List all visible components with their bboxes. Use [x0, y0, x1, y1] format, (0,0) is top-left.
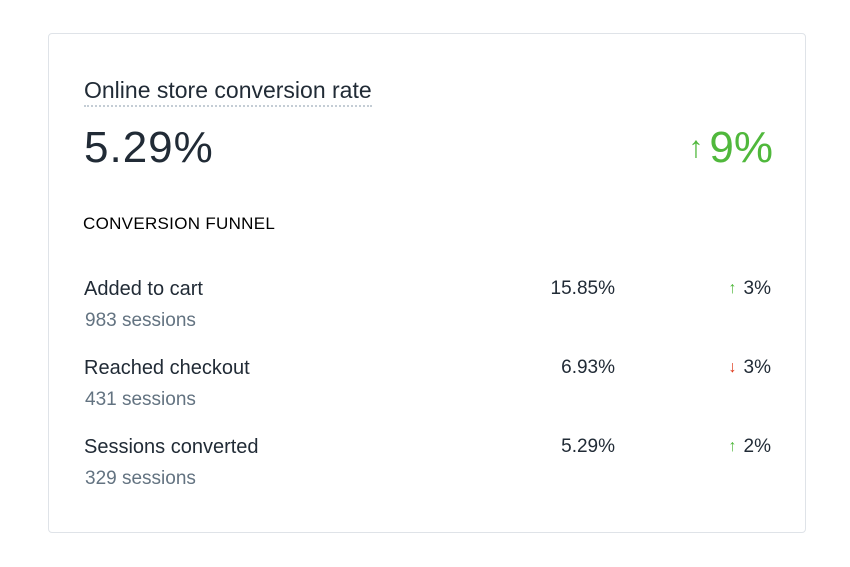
row-change-percent: 2%	[743, 436, 771, 457]
row-value: 6.93%	[561, 357, 615, 378]
conversion-rate-value: 5.29%	[84, 123, 214, 172]
row-change: ↑ 3%	[729, 277, 771, 301]
row-sessions: 983 sessions	[85, 310, 196, 331]
funnel-row-reached-checkout: Reached checkout 431 sessions 6.93% ↓ 3%	[49, 356, 805, 426]
row-change: ↓ 3%	[729, 356, 771, 380]
row-sessions: 329 sessions	[85, 468, 196, 489]
row-label: Sessions converted	[84, 436, 259, 458]
row-label: Added to cart	[84, 278, 203, 300]
arrow-up-icon: ↑	[688, 131, 704, 164]
change-percent: 9%	[709, 123, 773, 172]
row-sessions: 431 sessions	[85, 389, 196, 410]
arrow-up-icon: ↑	[728, 438, 737, 455]
funnel-row-added-to-cart: Added to cart 983 sessions 15.85% ↑ 3%	[49, 277, 805, 347]
row-value: 5.29%	[561, 436, 615, 457]
row-change-percent: 3%	[743, 357, 771, 378]
conversion-rate-change: ↑ 9%	[688, 122, 773, 174]
funnel-row-sessions-converted: Sessions converted 329 sessions 5.29% ↑ …	[49, 435, 805, 505]
conversion-rate-card: Online store conversion rate 5.29% ↑ 9% …	[48, 33, 806, 533]
funnel-heading: CONVERSION FUNNEL	[83, 214, 276, 233]
row-value: 15.85%	[550, 278, 615, 299]
arrow-up-icon: ↑	[728, 280, 737, 297]
row-change-percent: 3%	[743, 278, 771, 299]
row-label: Reached checkout	[84, 357, 250, 379]
card-title[interactable]: Online store conversion rate	[84, 76, 372, 107]
arrow-down-icon: ↓	[728, 359, 737, 376]
row-change: ↑ 2%	[729, 435, 771, 459]
